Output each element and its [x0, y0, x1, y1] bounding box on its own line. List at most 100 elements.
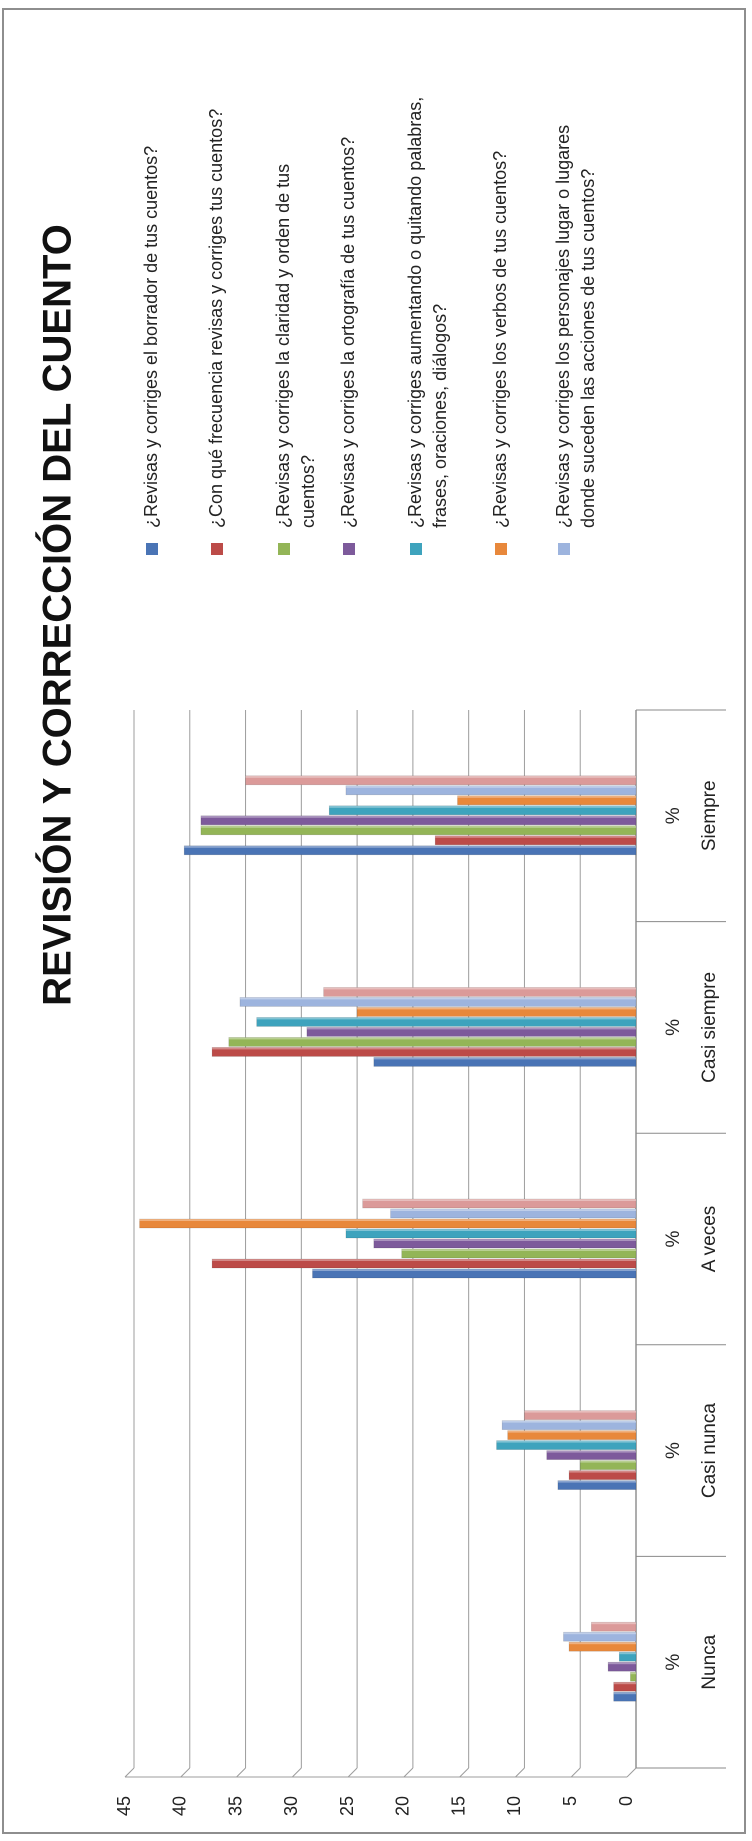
bar [183, 845, 637, 856]
legend-label: ¿Revisas y corriges los personajes lugar… [553, 125, 573, 528]
bar [356, 1007, 637, 1017]
tick-mark [403, 1767, 414, 1778]
bar [373, 1238, 637, 1249]
bar [568, 1641, 637, 1652]
value-tick-label: 5 [560, 1796, 580, 1806]
bar-highlight [435, 835, 636, 838]
legend-swatch [558, 543, 570, 555]
legend-swatch [410, 543, 422, 555]
category-sublabel: % [663, 1230, 684, 1247]
bar-highlight [228, 1037, 637, 1040]
category-label: Siempre [699, 780, 720, 851]
legend-label: ¿Con qué frecuencia revisas y corriges t… [206, 109, 226, 528]
bar [390, 1208, 637, 1219]
bar-highlight [630, 1672, 636, 1675]
category-label: Casi nunca [699, 1403, 720, 1498]
bar-highlight [608, 1662, 636, 1665]
bar-highlight [323, 987, 636, 990]
tick-mark [459, 1767, 470, 1778]
bar [546, 1450, 637, 1460]
bar-highlight [329, 805, 636, 808]
legend-label: ¿Revisas y corriges la claridad y orden … [273, 164, 293, 528]
bar [457, 795, 637, 806]
bar [524, 1410, 637, 1420]
bar [345, 1228, 637, 1239]
category-sublabel: % [663, 1442, 684, 1459]
bar-highlight [239, 997, 636, 1000]
bar-highlight [245, 775, 637, 778]
bar [312, 1268, 637, 1279]
tick-mark [291, 1767, 302, 1778]
bar [362, 1198, 637, 1209]
bar-highlight [580, 1460, 636, 1463]
bar-highlight [557, 1480, 636, 1483]
bar-highlight [569, 1642, 636, 1645]
bar-highlight [212, 1047, 637, 1050]
legend: ¿Revisas y corriges el borrador de tus c… [141, 97, 598, 555]
bar [328, 805, 637, 816]
bar [200, 815, 637, 826]
bar [200, 825, 637, 836]
bar [306, 1027, 637, 1037]
bar-highlight [390, 1209, 636, 1211]
legend-swatch [211, 543, 223, 555]
category-sublabel: % [663, 1654, 684, 1671]
legend-swatch [278, 543, 290, 555]
bar-highlight [312, 1269, 636, 1271]
bar [607, 1661, 637, 1672]
legend-label: cuentos? [298, 455, 318, 528]
bar-highlight [457, 795, 636, 798]
bar-highlight [357, 1007, 636, 1010]
bar-highlight [200, 815, 636, 818]
legend-label: ¿Revisas y corriges los verbos de tus cu… [490, 151, 510, 528]
bar [568, 1470, 637, 1480]
bar [434, 835, 637, 846]
bar [507, 1430, 637, 1440]
legend-label: ¿Revisas y corriges la ortografía de tus… [338, 137, 358, 528]
value-tick-label: 40 [170, 1796, 190, 1816]
category-label: Casi siempre [699, 972, 720, 1083]
tick-mark [236, 1767, 246, 1778]
chart-svg: 0 5 10 15 20 25 30 35 40 45% Nunca% Casi nunca% A ve… [34, 97, 726, 1816]
tick-mark [570, 1767, 581, 1778]
tick-mark [347, 1767, 358, 1778]
bar [373, 1057, 637, 1067]
bar-highlight [256, 1017, 636, 1020]
bar-highlight [524, 1410, 636, 1413]
plot-area: 0 5 10 15 20 25 30 35 40 45% Nunca% Casi nunca% A ve… [114, 709, 726, 1816]
bar [579, 1460, 637, 1470]
bar-highlight [139, 1219, 637, 1221]
legend-swatch [495, 543, 507, 555]
bar [613, 1691, 637, 1702]
value-tick-label: 10 [504, 1796, 524, 1816]
bar-highlight [362, 1199, 636, 1201]
legend-label: donde suceden las acciones de tus cuento… [578, 169, 598, 528]
bar-highlight [496, 1440, 636, 1443]
bar-highlight [507, 1430, 636, 1433]
bar-highlight [619, 1652, 636, 1655]
category-label: Nunca [699, 1634, 720, 1689]
legend-swatch [146, 543, 158, 555]
tick-mark [124, 1767, 135, 1778]
bars [139, 775, 637, 1702]
bar-highlight [345, 1229, 636, 1231]
legend-swatch [343, 543, 355, 555]
value-tick-label: 25 [337, 1796, 357, 1816]
bar-highlight [613, 1692, 636, 1695]
bar-highlight [373, 1057, 636, 1060]
bar-highlight [563, 1632, 636, 1635]
value-tick-label: 35 [225, 1796, 245, 1816]
bar [211, 1258, 637, 1269]
bar-highlight [401, 1249, 636, 1251]
bar [618, 1651, 637, 1662]
bar-highlight [591, 1622, 636, 1625]
bar [563, 1631, 637, 1642]
bar [323, 987, 637, 997]
value-tick-label: 45 [114, 1796, 134, 1816]
bar-highlight [373, 1239, 636, 1241]
bar-highlight [200, 825, 636, 828]
legend-label: ¿Revisas y corriges el borrador de tus c… [141, 146, 161, 528]
bar [345, 785, 637, 796]
category-label: A veces [699, 1206, 720, 1273]
chart-title: REVISIÓN Y CORRECCIÓN DEL CUENTO [34, 224, 80, 1006]
